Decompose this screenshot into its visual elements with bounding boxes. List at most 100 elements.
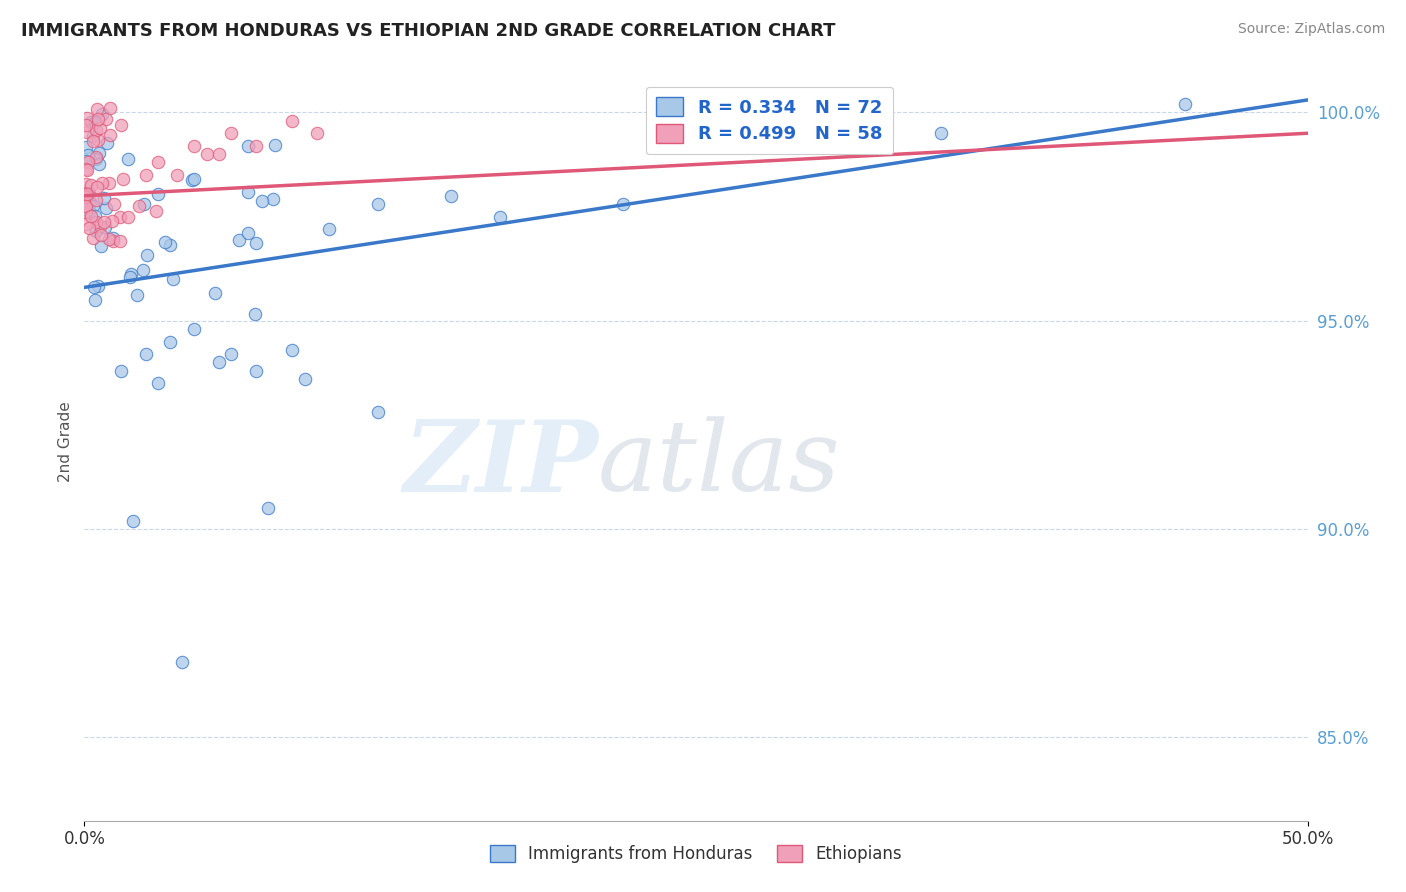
- Point: [281, 343, 304, 357]
- Point: [79, 186, 101, 200]
- Point: [132, 263, 155, 277]
- Point: [80, 209, 103, 223]
- Point: [87, 145, 110, 160]
- Point: [172, 656, 194, 670]
- Point: [75, 197, 97, 211]
- Point: [83, 115, 105, 129]
- Point: [236, 226, 259, 240]
- Point: [128, 199, 150, 213]
- Text: atlas: atlas: [598, 417, 841, 512]
- Point: [183, 322, 205, 336]
- Point: [75, 140, 97, 154]
- Point: [94, 112, 117, 127]
- Point: [75, 118, 97, 132]
- Point: [75, 162, 97, 177]
- Point: [91, 107, 114, 121]
- Point: [238, 139, 260, 153]
- Legend: Immigrants from Honduras, Ethiopians: Immigrants from Honduras, Ethiopians: [479, 835, 912, 873]
- Point: [80, 115, 103, 129]
- Point: [87, 156, 110, 170]
- Point: [262, 192, 284, 206]
- Point: [76, 162, 98, 177]
- Point: [145, 203, 167, 218]
- Point: [125, 288, 148, 302]
- Point: [76, 187, 98, 202]
- Point: [367, 197, 389, 211]
- Point: [208, 355, 231, 369]
- Point: [135, 347, 157, 361]
- Point: [294, 372, 316, 386]
- Point: [98, 102, 121, 116]
- Point: [103, 197, 125, 211]
- Point: [440, 188, 463, 202]
- Point: [75, 205, 97, 219]
- Point: [101, 234, 124, 248]
- Point: [93, 190, 115, 204]
- Point: [929, 126, 952, 140]
- Point: [84, 224, 107, 238]
- Point: [263, 137, 285, 152]
- Point: [83, 293, 105, 307]
- Point: [281, 113, 304, 128]
- Point: [80, 178, 103, 192]
- Point: [100, 214, 122, 228]
- Point: [120, 267, 142, 281]
- Point: [117, 152, 139, 166]
- Point: [236, 185, 259, 199]
- Point: [77, 204, 100, 219]
- Point: [245, 138, 267, 153]
- Point: [82, 134, 104, 148]
- Point: [136, 248, 159, 262]
- Point: [159, 334, 181, 349]
- Point: [183, 138, 205, 153]
- Point: [90, 177, 112, 191]
- Point: [318, 222, 340, 236]
- Point: [79, 194, 101, 209]
- Point: [90, 228, 112, 243]
- Point: [195, 147, 218, 161]
- Point: [97, 177, 120, 191]
- Point: [118, 270, 141, 285]
- Point: [108, 210, 131, 224]
- Point: [77, 221, 100, 235]
- Point: [108, 235, 131, 249]
- Point: [77, 155, 100, 169]
- Point: [245, 236, 267, 251]
- Point: [77, 196, 100, 211]
- Point: [250, 194, 273, 208]
- Point: [111, 172, 134, 186]
- Point: [94, 220, 117, 235]
- Point: [208, 147, 231, 161]
- Point: [134, 197, 156, 211]
- Point: [75, 153, 97, 168]
- Point: [75, 217, 97, 231]
- Point: [82, 199, 104, 213]
- Point: [110, 118, 132, 132]
- Point: [183, 172, 205, 186]
- Point: [159, 238, 181, 252]
- Point: [84, 210, 107, 224]
- Text: ZIP: ZIP: [404, 416, 598, 513]
- Point: [146, 376, 169, 391]
- Point: [76, 190, 98, 204]
- Point: [257, 501, 280, 516]
- Point: [75, 186, 97, 200]
- Point: [77, 148, 100, 162]
- Point: [76, 111, 98, 125]
- Point: [98, 128, 121, 142]
- Point: [82, 128, 104, 143]
- Point: [219, 126, 242, 140]
- Point: [90, 239, 112, 253]
- Point: [153, 235, 176, 250]
- Point: [243, 307, 266, 321]
- Point: [101, 231, 124, 245]
- Point: [75, 199, 97, 213]
- Point: [83, 280, 105, 294]
- Point: [146, 155, 169, 169]
- Point: [84, 122, 107, 136]
- Point: [612, 197, 634, 211]
- Y-axis label: 2nd Grade: 2nd Grade: [58, 401, 73, 482]
- Point: [76, 125, 98, 139]
- Point: [146, 187, 169, 202]
- Point: [96, 136, 118, 150]
